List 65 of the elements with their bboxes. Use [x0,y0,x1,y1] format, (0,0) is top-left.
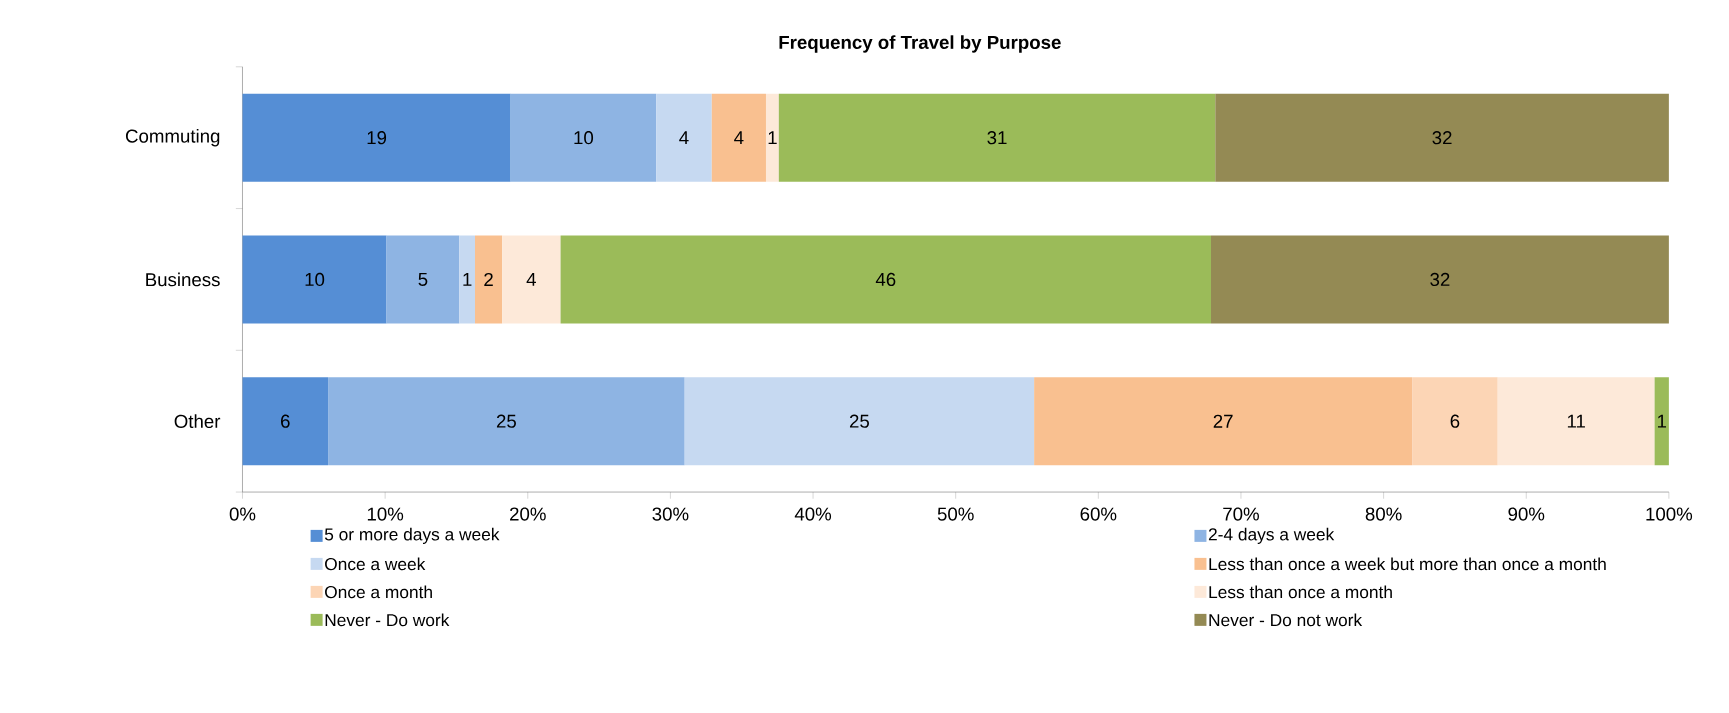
bar [1412,377,1498,466]
x-tick-label: 30% [652,507,689,521]
y-tick-label: Business [146,272,220,287]
bar [386,235,460,324]
bar [510,93,657,182]
data-label: 11 [1567,414,1585,428]
x-tick-label: 100% [1646,507,1693,521]
x-tick-label: 60% [1080,507,1117,521]
bar [242,377,329,466]
data-label: 10 [305,272,325,286]
x-tick-label: 20% [510,507,546,521]
data-label: 27 [1213,414,1233,428]
bar [1215,93,1669,182]
bar [502,235,561,324]
x-tick-label: 10% [367,507,404,521]
data-label: 46 [875,272,896,286]
data-label: 32 [1430,272,1450,286]
bar [684,377,1035,466]
data-label: 19 [367,130,387,145]
data-label: 1 [1657,414,1667,428]
y-tick-label: Other [174,414,221,428]
legend-label: Less than once a week but more than once a month [1209,557,1606,571]
data-label: 4 [679,131,689,145]
data-label: 25 [496,414,516,428]
data-label: 6 [281,414,290,428]
bar [242,235,387,324]
data-label: 4 [526,272,536,286]
x-tick-label: 50% [937,507,974,521]
y-tick-label: Commuting [125,128,220,147]
x-tick-label: 90% [1508,507,1545,521]
data-label: 4 [734,131,744,145]
data-label: 10 [574,130,594,145]
x-tick-label: 40% [794,507,832,521]
bar [328,377,685,466]
x-tick-label: 80% [1365,507,1402,521]
legend-label: 2-4 days a week [1208,527,1335,544]
x-tick-label: 70% [1223,507,1259,521]
bar [475,235,503,324]
bar [656,93,712,182]
legend-label: 5 or more days a week [324,527,500,544]
bar [560,235,1212,324]
bar [1654,377,1669,466]
chart-title: Frequency of Travel by Purpose [779,35,1061,53]
data-label: 2 [484,272,493,286]
legend-label: Once a month [325,585,432,599]
data-label: 32 [1432,130,1452,145]
legend-label: Never - Do work [325,613,450,627]
legend-label: Less than once a month [1209,585,1392,599]
bar [459,235,475,324]
data-label: 31 [987,130,1007,145]
bar [765,93,779,182]
bar [711,93,766,182]
x-tick-label: 0% [229,507,256,521]
legend-label: Never - Do not work [1209,613,1363,627]
bar [1034,377,1413,466]
bar [1497,377,1655,466]
legend-label: Once a week [325,557,426,571]
data-label: 1 [463,272,472,286]
data-label: 1 [768,131,777,145]
data-label: 5 [418,272,428,286]
data-label: 25 [849,414,869,428]
bar [1211,235,1669,324]
data-label: 6 [1450,414,1460,428]
bar [778,93,1216,182]
bar [242,93,511,182]
